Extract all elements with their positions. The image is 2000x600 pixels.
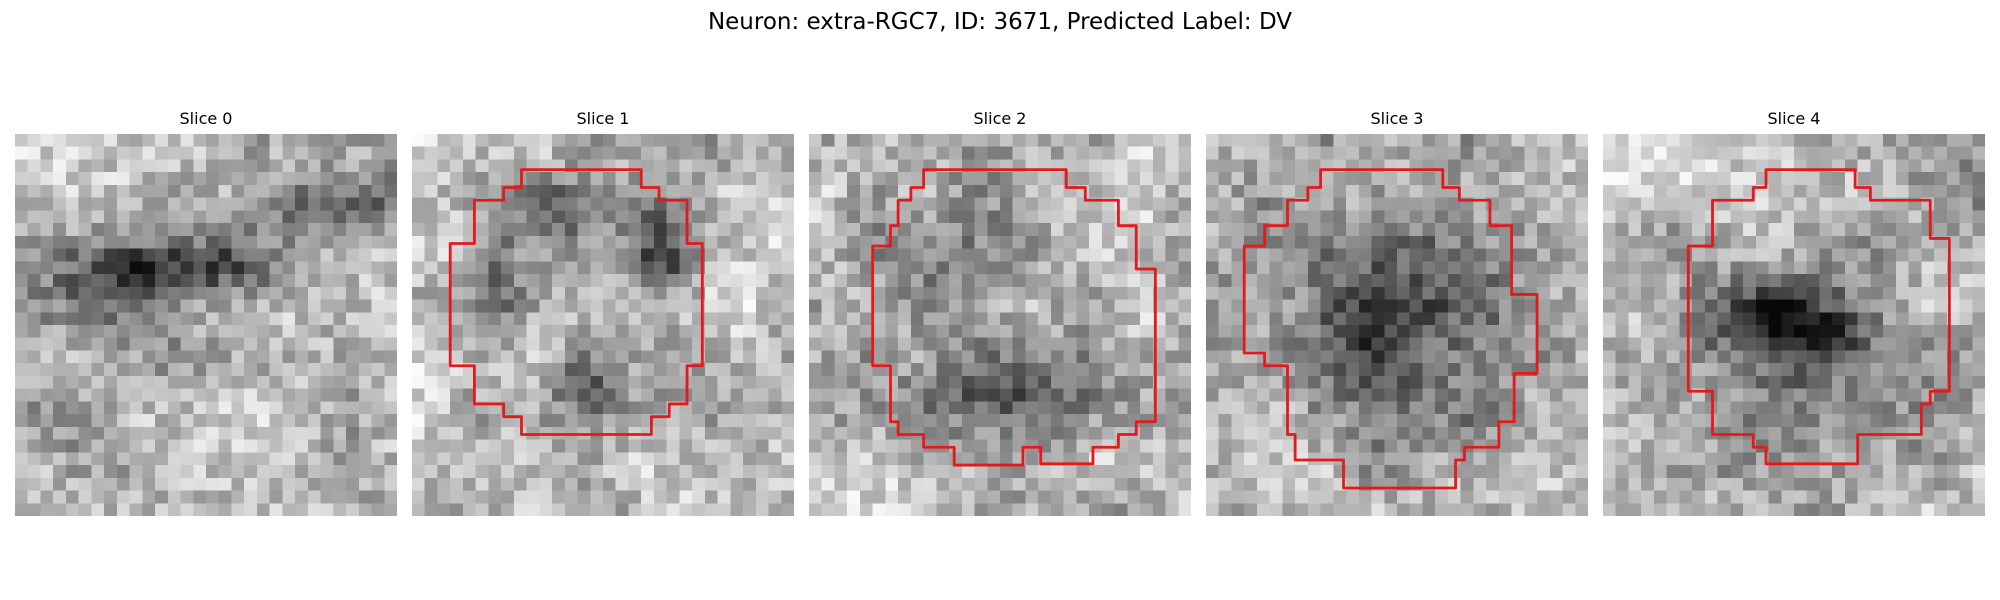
slice-title: Slice 1 (576, 109, 630, 128)
slice-panel-4: Slice 4 (1603, 108, 1985, 516)
pixel-grid (809, 134, 1191, 516)
slice-image (412, 134, 794, 516)
slice-title: Slice 3 (1370, 109, 1424, 128)
pixel-grid (15, 134, 397, 516)
slice-title: Slice 0 (179, 109, 233, 128)
roi-contour (1242, 168, 1539, 490)
slice-panel-0: Slice 0 (15, 108, 397, 516)
slice-image (809, 134, 1191, 516)
pixel-grid (412, 134, 794, 516)
slice-title: Slice 2 (973, 109, 1027, 128)
slice-image (1206, 134, 1588, 516)
roi-contour (871, 168, 1157, 467)
pixel-grid (1206, 134, 1588, 516)
roi-contour (448, 168, 704, 436)
slice-title: Slice 4 (1767, 109, 1821, 128)
figure-title: Neuron: extra-RGC7, ID: 3671, Predicted … (707, 9, 1293, 35)
slice-panel-1: Slice 1 (412, 108, 794, 516)
slice-image (15, 134, 397, 516)
slice-panel-2: Slice 2 (809, 108, 1191, 516)
roi-contour (1686, 168, 1951, 466)
slice-image (1603, 134, 1985, 516)
slice-panel-3: Slice 3 (1206, 108, 1588, 516)
pixel-grid (1603, 134, 1985, 516)
